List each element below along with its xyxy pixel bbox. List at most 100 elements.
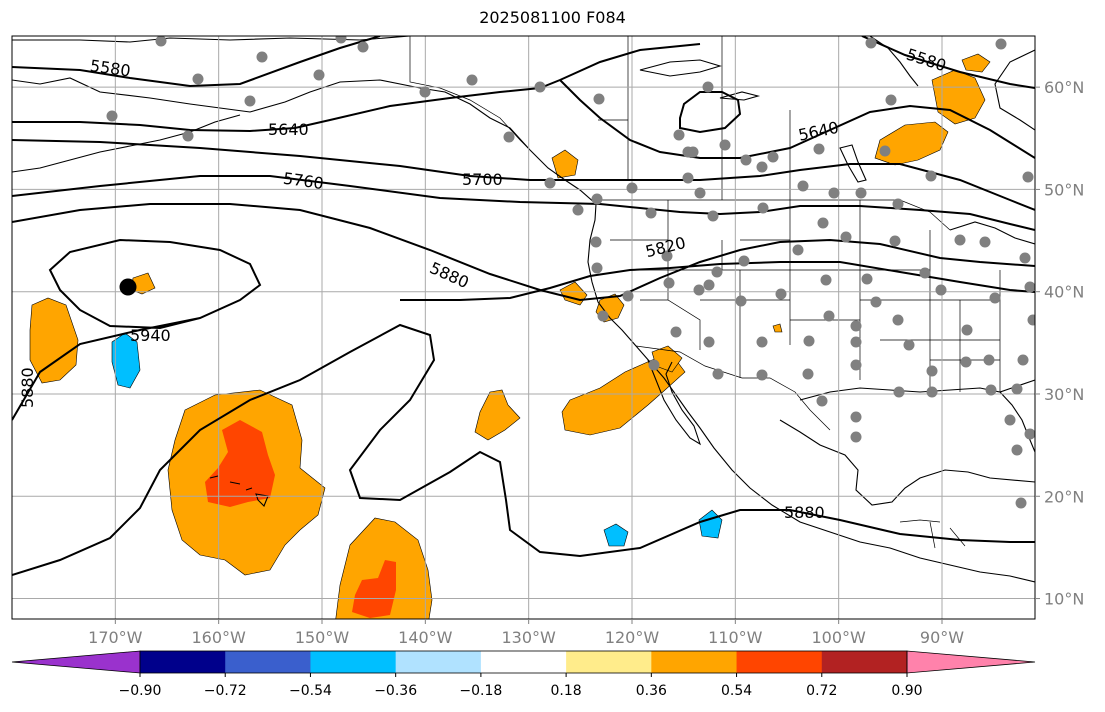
contour-5640-west — [12, 43, 701, 133]
station-marker — [703, 336, 715, 348]
contour-5760 — [12, 175, 1035, 231]
map-panel: 5580 5580 5640 5640 5700 5760 5820 5880 … — [12, 36, 1035, 619]
station-marker — [702, 81, 714, 93]
station-marker — [757, 202, 769, 214]
station-marker — [544, 177, 556, 189]
station-marker — [850, 411, 862, 423]
station-marker — [892, 198, 904, 210]
anomaly-area-west — [29, 297, 79, 384]
station-marker — [313, 69, 325, 81]
station-marker — [756, 336, 768, 348]
station-marker — [870, 296, 882, 308]
colorbar-extend-high — [906, 650, 1036, 674]
station-marker — [903, 339, 915, 351]
lon-tick-label: 90°W — [920, 628, 964, 647]
station-marker — [1011, 444, 1023, 456]
station-marker — [712, 368, 724, 380]
coast-aleutians — [12, 114, 241, 173]
station-marker — [961, 324, 973, 336]
station-marker — [1019, 252, 1031, 264]
colorbar-swatch — [821, 651, 908, 673]
colorbar-extend-low — [11, 650, 141, 674]
station-marker — [1024, 281, 1035, 293]
station-marker — [735, 295, 747, 307]
station-marker — [591, 193, 603, 205]
station-marker — [1011, 383, 1023, 395]
anomaly-negative-west — [111, 332, 141, 389]
station-marker — [817, 217, 829, 229]
station-marker — [865, 37, 877, 49]
map-axes: 170°W 160°W 150°W 140°W 130°W 120°W 110°W 100°W… — [88, 78, 1084, 647]
station-marker — [820, 274, 832, 286]
station-marker — [861, 273, 873, 285]
station-marker — [693, 284, 705, 296]
station-marker — [593, 93, 605, 105]
station-marker — [1017, 354, 1029, 366]
colorbar-outline — [139, 650, 908, 674]
colorbar-tick-label: 0.90 — [891, 683, 923, 699]
lat-tick-label: 20°N — [1044, 487, 1084, 506]
station-marker — [1024, 428, 1035, 440]
station-marker — [802, 368, 814, 380]
colorbar-swatch — [651, 651, 738, 673]
station-marker — [840, 231, 852, 243]
lat-tick-label: 10°N — [1044, 590, 1084, 609]
station-marker — [703, 279, 715, 291]
station-marker — [648, 359, 660, 371]
station-marker — [1027, 314, 1035, 326]
station-marker — [661, 250, 673, 262]
contour-5580-east — [861, 36, 1035, 89]
station-marker — [670, 326, 682, 338]
station-marker — [622, 290, 634, 302]
colorbar-swatch — [480, 651, 567, 673]
contour-5640-closed — [679, 91, 742, 134]
colorbar-tick-label: −0.72 — [203, 683, 247, 699]
station-marker — [823, 310, 835, 322]
station-marker — [357, 41, 369, 53]
station-marker — [892, 314, 904, 326]
station-marker — [663, 277, 675, 289]
station-marker — [597, 310, 609, 322]
coast-alaska-north — [12, 36, 411, 43]
station-marker — [985, 384, 997, 396]
coast-great-lakes — [949, 221, 1035, 245]
station-marker — [673, 129, 685, 141]
station-marker — [591, 262, 603, 274]
colorbar-swatch — [736, 651, 823, 673]
lon-tick-label: 160°W — [191, 628, 246, 647]
anomaly-negative-east-pacific — [603, 523, 629, 547]
contour-5640-east — [559, 79, 1035, 159]
colorbar-swatch — [566, 651, 652, 673]
hawaii-islands — [209, 475, 269, 507]
station-markers — [106, 36, 1035, 509]
station-marker — [879, 145, 891, 157]
station-marker — [503, 131, 515, 143]
map-title: 2025081100 F084 — [479, 8, 626, 27]
contour-label-5880-left: 5880 — [18, 367, 37, 408]
anomaly-area-mid — [474, 389, 521, 441]
station-marker — [775, 288, 787, 300]
station-marker — [855, 187, 867, 199]
great-bear-lake — [639, 59, 722, 77]
graticule-grid — [12, 36, 1035, 619]
lon-tick-label: 130°W — [501, 628, 556, 647]
lon-tick-label: 120°W — [605, 628, 660, 647]
station-marker — [954, 234, 966, 246]
station-marker — [792, 244, 804, 256]
contour-label-5880-south: 5880 — [784, 503, 825, 522]
colorbar — [11, 650, 1036, 677]
station-marker — [756, 369, 768, 381]
station-marker — [983, 354, 995, 366]
map-frame — [11, 35, 1036, 620]
station-marker — [1015, 497, 1027, 509]
lon-tick-label: 110°W — [708, 628, 763, 647]
border-alaska-canada — [409, 36, 531, 151]
lon-tick-label: 170°W — [88, 628, 143, 647]
station-marker — [797, 180, 809, 192]
station-marker — [919, 267, 931, 279]
station-marker — [979, 236, 991, 248]
coast-florida — [999, 391, 1035, 453]
contour-label-5640-west: 5640 — [268, 120, 309, 139]
station-marker — [155, 36, 167, 47]
